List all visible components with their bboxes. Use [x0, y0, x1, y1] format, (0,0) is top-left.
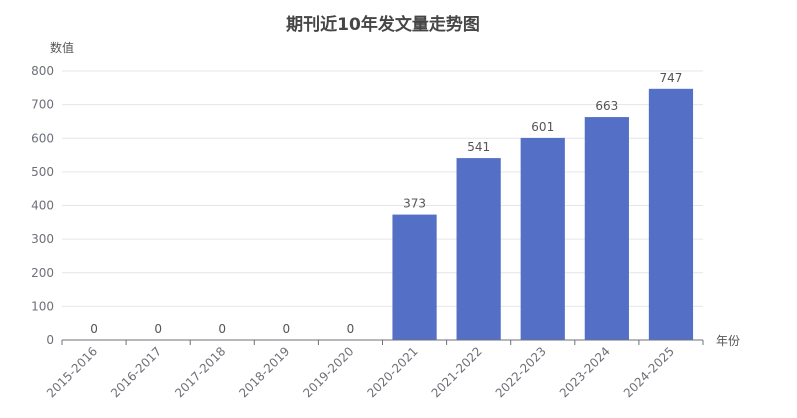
y-tick-label: 800	[31, 64, 54, 78]
bar[interactable]	[648, 88, 694, 340]
x-tick-label: 2024-2025	[621, 344, 677, 400]
x-tick-label: 2021-2022	[429, 344, 485, 400]
x-tick-label: 2017-2018	[172, 344, 228, 400]
y-tick-label: 100	[31, 299, 54, 313]
x-tick-label: 2016-2017	[108, 344, 164, 400]
x-axis: 2015-2016 2016-2017 2017-2018 2018-2019 2019…	[44, 339, 704, 400]
bars	[392, 88, 694, 340]
y-axis-ticks: 0 100 200 300 400 500 600 700 800	[31, 64, 54, 347]
data-label: 663	[595, 99, 618, 113]
data-label: 601	[531, 120, 554, 134]
x-tick-label: 2015-2016	[44, 344, 100, 400]
grid-lines	[62, 70, 703, 307]
data-label: 747	[659, 71, 682, 85]
bar[interactable]	[456, 158, 501, 340]
data-label: 0	[347, 322, 355, 336]
chart-title: 期刊近10年发文量走势图	[286, 14, 480, 35]
x-tick-label: 2018-2019	[236, 344, 292, 400]
y-tick-label: 0	[46, 333, 54, 347]
y-tick-label: 500	[31, 165, 54, 179]
bar[interactable]	[584, 117, 629, 340]
x-tick-label: 2022-2023	[493, 344, 549, 400]
y-axis-label: 数值	[50, 40, 74, 55]
data-label: 373	[403, 197, 426, 211]
y-tick-label: 600	[31, 131, 54, 145]
x-tick-label: 2020-2021	[365, 344, 421, 400]
y-tick-label: 700	[31, 98, 54, 112]
x-tick-label: 2023-2024	[557, 344, 613, 400]
x-tick-label: 2019-2020	[300, 344, 356, 400]
data-label: 0	[154, 322, 162, 336]
y-tick-label: 300	[31, 232, 54, 246]
data-labels: 0 0 0 0 0 373 541 601 663 747	[90, 71, 682, 336]
y-tick-label: 400	[31, 199, 54, 213]
data-label: 541	[467, 140, 490, 154]
bar[interactable]	[520, 137, 565, 340]
data-label: 0	[218, 322, 226, 336]
y-tick-label: 200	[31, 266, 54, 280]
bar[interactable]	[392, 214, 437, 340]
x-axis-label: 年份	[716, 334, 740, 348]
data-label: 0	[90, 322, 98, 336]
data-label: 0	[283, 322, 291, 336]
